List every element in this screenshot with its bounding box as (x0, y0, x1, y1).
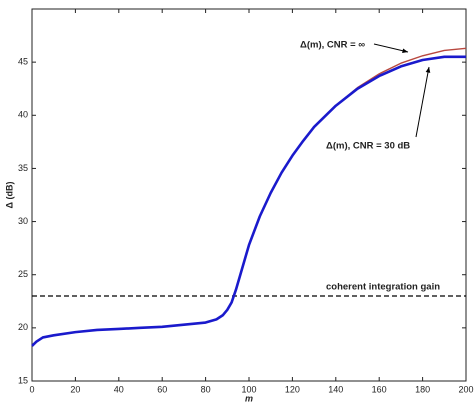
x-tick-label: 40 (114, 384, 124, 394)
x-tick-label: 180 (415, 384, 430, 394)
y-tick-label: 35 (18, 163, 28, 173)
annotation-arrow (373, 43, 409, 53)
x-tick-label: 0 (29, 384, 34, 394)
x-axis-label: m (245, 393, 253, 403)
x-tick-label: 160 (372, 384, 387, 394)
annotation-arrowhead (425, 67, 431, 73)
x-tick-label: 60 (157, 384, 167, 394)
y-tick-label: 40 (18, 110, 28, 120)
x-tick-label: 80 (201, 384, 211, 394)
reference-label: coherent integration gain (326, 281, 440, 292)
annotation: Δ(m), CNR = ∞ (300, 40, 365, 51)
annotation-arrow (415, 66, 430, 138)
annotation: Δ(m), CNR = 30 dB (326, 141, 410, 152)
x-tick-label: 100 (241, 384, 256, 394)
x-tick-label: 140 (328, 384, 343, 394)
x-tick-label: 200 (458, 384, 473, 394)
y-tick-label: 45 (18, 57, 28, 67)
y-tick-label: 20 (18, 322, 28, 332)
series-line (31, 55, 466, 347)
y-tick-label: 25 (18, 269, 28, 279)
annotation-arrowhead (402, 48, 408, 54)
y-tick-label: 30 (18, 216, 28, 226)
x-tick-label: 20 (70, 384, 80, 394)
x-tick-label: 120 (285, 384, 300, 394)
plot-frame (31, 8, 467, 382)
y-tick-label: 15 (18, 375, 28, 385)
y-axis-label: Δ (dB) (4, 182, 14, 209)
